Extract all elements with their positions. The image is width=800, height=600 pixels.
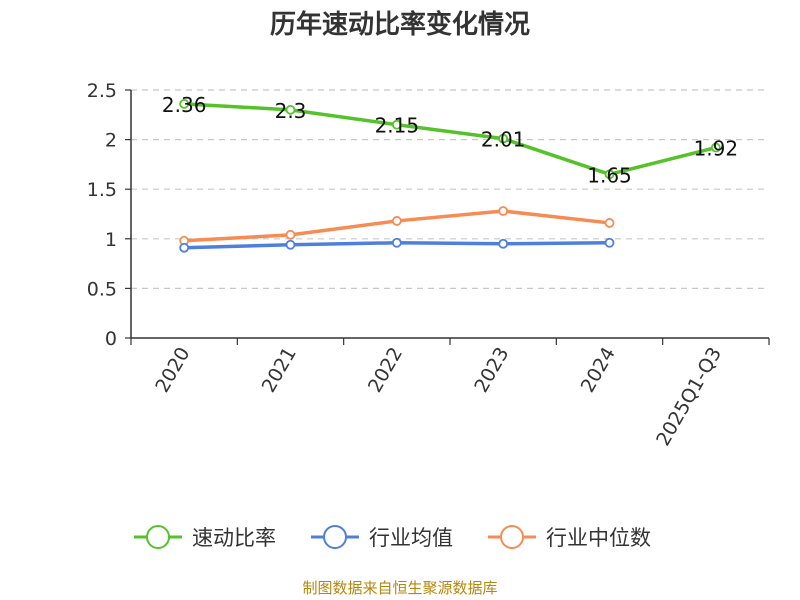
data-label: 1.92 xyxy=(694,137,739,161)
x-tick-label: 2022 xyxy=(364,344,407,397)
data-label: 2.36 xyxy=(162,93,207,117)
data-label: 2.15 xyxy=(375,114,420,138)
x-tick-label: 2021 xyxy=(258,344,301,397)
data-point[interactable] xyxy=(285,104,296,115)
data-point[interactable] xyxy=(391,216,402,226)
y-tick-label: 1 xyxy=(105,229,117,251)
data-label: 2.01 xyxy=(481,128,526,152)
x-tick-label: 2024 xyxy=(577,344,620,397)
legend-label[interactable]: 速动比率 xyxy=(192,526,276,550)
data-point[interactable] xyxy=(498,238,509,249)
x-tick-label: 2025Q1-Q3 xyxy=(652,344,726,450)
grid-lines xyxy=(131,89,769,289)
y-tick-label: 0.5 xyxy=(87,278,117,300)
data-point[interactable] xyxy=(604,237,615,248)
data-point[interactable] xyxy=(391,237,402,248)
data-point[interactable] xyxy=(604,169,615,180)
data-label: 2.3 xyxy=(275,99,307,123)
data-point[interactable] xyxy=(179,242,190,253)
data-point[interactable] xyxy=(285,239,296,250)
y-tick-label: 1.5 xyxy=(87,179,117,201)
axes: 0 0.5 1 1.5 2 2.5 2020 2021 2022 2023 2024 2025Q1-Q… xyxy=(87,80,770,450)
chart-title: 历年速动比率变化情况 xyxy=(269,10,530,40)
legend-marker[interactable] xyxy=(146,525,170,549)
data-point[interactable] xyxy=(498,133,509,144)
legend-label[interactable]: 行业均值 xyxy=(369,526,453,550)
x-tick-label: 2023 xyxy=(470,343,513,396)
series-line xyxy=(184,102,717,177)
source-note: 制图数据来自恒生聚源数据库 xyxy=(302,579,498,597)
data-point[interactable] xyxy=(179,98,190,109)
data-label: 1.65 xyxy=(587,163,632,187)
series-lines xyxy=(179,98,721,253)
series-line xyxy=(184,209,610,243)
data-point[interactable] xyxy=(498,206,509,216)
y-tick-label: 2.5 xyxy=(87,80,117,102)
data-point[interactable] xyxy=(604,218,615,228)
y-tick-label: 2 xyxy=(105,130,117,152)
x-tick-label: 2020 xyxy=(151,344,194,397)
data-labels: 2.36 2.3 2.15 2.01 1.65 1.92 xyxy=(162,93,738,187)
legend-label[interactable]: 行业中位数 xyxy=(546,526,651,550)
legend[interactable]: 速动比率 行业均值 行业中位数 xyxy=(134,525,651,550)
legend-marker[interactable] xyxy=(500,525,524,549)
data-point[interactable] xyxy=(285,229,296,240)
data-point[interactable] xyxy=(710,142,721,153)
legend-marker[interactable] xyxy=(323,525,347,549)
y-tick-label: 0 xyxy=(105,328,117,350)
data-point[interactable] xyxy=(391,119,402,130)
